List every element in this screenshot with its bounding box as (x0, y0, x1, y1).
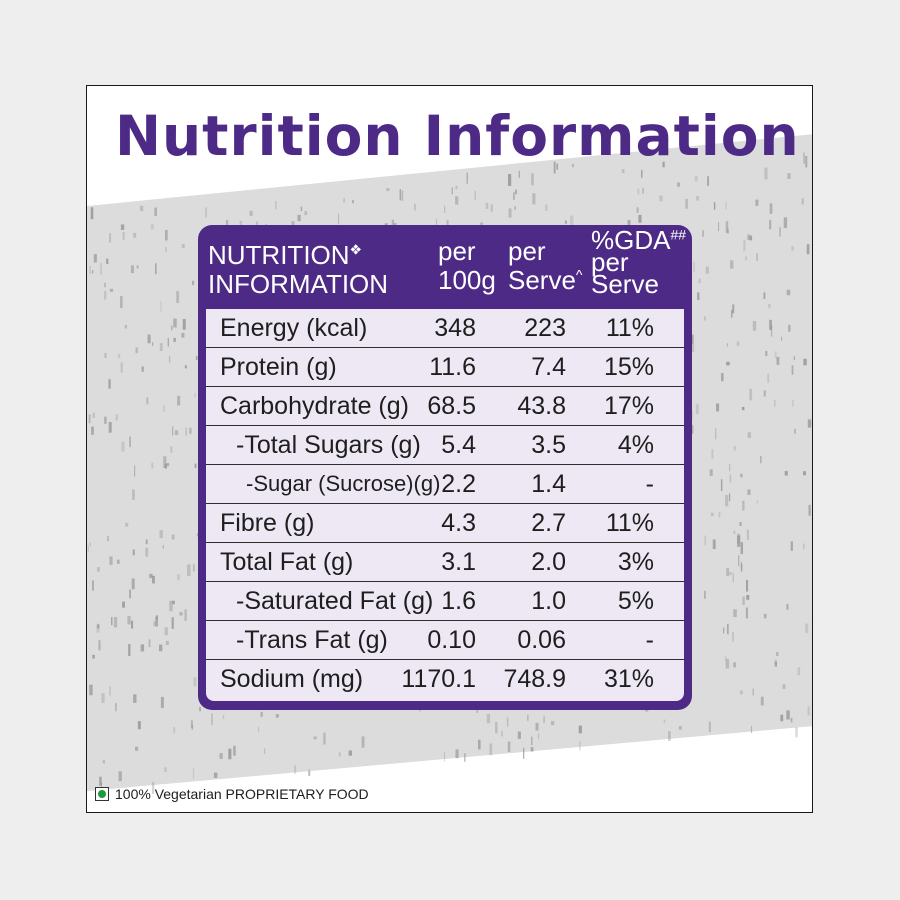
value-per-serve: 0.06 (517, 626, 566, 654)
value-gda: - (645, 626, 654, 654)
value-per-100g: 2.2 (441, 470, 476, 498)
table-row: -Total Sugars (g) 5.4 3.5 4% (206, 426, 684, 465)
row-label: -Sugar (Sucrose)(g) (246, 471, 441, 496)
row-label: -Saturated Fat (g) (236, 587, 434, 615)
table-row: -Trans Fat (g) 0.10 0.06 - (206, 621, 684, 660)
value-gda: 17% (603, 392, 654, 420)
header-nutrition-information: NUTRITION❖ INFORMATION (208, 240, 389, 299)
value-per-100g: 1.6 (441, 587, 476, 615)
page-title: Nutrition Information (115, 104, 800, 168)
value-per-100g: 3.1 (441, 548, 476, 576)
header-per-100g: per 100g (438, 236, 496, 295)
row-label: Protein (g) (220, 353, 337, 381)
value-gda: - (645, 470, 654, 498)
value-gda: 11% (605, 314, 654, 342)
value-per-serve: 223 (524, 314, 566, 342)
value-per-100g: 11.6 (429, 353, 476, 381)
value-per-100g: 4.3 (441, 509, 476, 537)
value-per-serve: 3.5 (531, 431, 566, 459)
table-row: Protein (g) 11.6 7.4 15% (206, 348, 684, 387)
table-row: Carbohydrate (g) 68.5 43.8 17% (206, 387, 684, 426)
row-label: -Total Sugars (g) (236, 431, 421, 459)
value-per-100g: 0.10 (427, 626, 476, 654)
value-gda: 3% (617, 548, 654, 576)
value-gda: 11% (605, 509, 654, 537)
value-per-100g: 5.4 (441, 431, 476, 459)
value-gda: 4% (617, 431, 654, 459)
value-per-serve: 43.8 (517, 392, 566, 420)
row-label: Energy (kcal) (220, 314, 368, 342)
value-per-serve: 748.9 (503, 665, 566, 693)
row-label: -Trans Fat (g) (236, 626, 388, 654)
row-label: Fibre (g) (220, 509, 315, 537)
vegetarian-mark-icon (95, 787, 109, 801)
table-row: Sodium (mg) 1170.1 748.9 31% (206, 660, 684, 699)
nutrition-card: Nutrition Information NUTRITION❖ INFORMA… (86, 85, 813, 813)
table-row: -Sugar (Sucrose)(g) 2.2 1.4 - (206, 465, 684, 504)
table-row: -Saturated Fat (g) 1.6 1.0 5% (206, 582, 684, 621)
footer-text: 100% Vegetarian PROPRIETARY FOOD (115, 786, 369, 802)
row-label: Sodium (mg) (220, 665, 364, 693)
value-per-100g: 348 (434, 314, 476, 342)
value-gda: 15% (603, 353, 654, 381)
table-row: Fibre (g) 4.3 2.7 11% (206, 504, 684, 543)
value-per-serve: 1.4 (531, 470, 566, 498)
value-per-100g: 68.5 (427, 392, 476, 420)
table-header: NUTRITION❖ INFORMATION per 100g per Serv… (198, 225, 692, 309)
value-per-serve: 7.4 (531, 353, 566, 381)
header-gda-per-serve: %GDA## per Serve (591, 225, 687, 299)
value-per-serve: 1.0 (531, 587, 566, 615)
table-body: Energy (kcal) 348 223 11% Protein (g) 11… (206, 309, 684, 701)
nutrition-table: NUTRITION❖ INFORMATION per 100g per Serv… (198, 225, 692, 710)
footer-note: 100% Vegetarian PROPRIETARY FOOD (95, 786, 369, 802)
value-per-100g: 1170.1 (401, 665, 476, 693)
table-row: Energy (kcal) 348 223 11% (206, 309, 684, 348)
table-row: Total Fat (g) 3.1 2.0 3% (206, 543, 684, 582)
value-gda: 5% (617, 587, 654, 615)
value-gda: 31% (603, 665, 654, 693)
row-label: Carbohydrate (g) (220, 392, 409, 420)
value-per-serve: 2.7 (531, 509, 566, 537)
row-label: Total Fat (g) (220, 548, 354, 576)
value-per-serve: 2.0 (531, 548, 566, 576)
header-per-serve: per Serve^ (508, 236, 583, 295)
